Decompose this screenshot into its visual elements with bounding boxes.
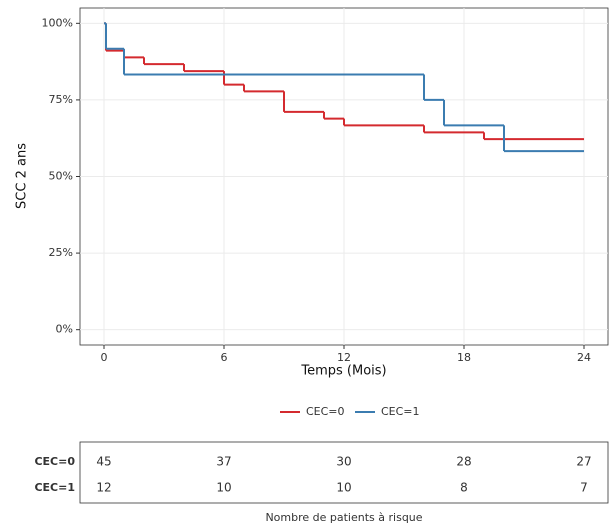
legend-label: CEC=1 (381, 405, 420, 418)
risk-value: 7 (580, 481, 588, 495)
y-tick-label: 0% (56, 323, 73, 336)
x-tick-label: 12 (337, 351, 351, 364)
x-axis-title: Temps (Mois) (300, 364, 386, 379)
risk-row-label: CEC=1 (34, 481, 75, 494)
y-tick-label: 25% (49, 246, 73, 259)
risk-value: 10 (216, 481, 231, 495)
y-tick-label: 100% (42, 16, 73, 29)
y-axis-title: SCC 2 ans (15, 143, 30, 209)
risk-value: 28 (456, 455, 471, 469)
y-tick-label: 75% (49, 93, 73, 106)
risk-value: 27 (576, 455, 591, 469)
risk-table-title: Nombre de patients à risque (265, 511, 422, 524)
risk-value: 37 (216, 455, 231, 469)
risk-value: 12 (96, 481, 111, 495)
legend-label: CEC=0 (306, 405, 345, 418)
y-tick-label: 50% (49, 170, 73, 183)
risk-value: 10 (336, 481, 351, 495)
risk-row-label: CEC=0 (34, 455, 75, 468)
risk-value: 45 (96, 455, 111, 469)
x-tick-label: 0 (101, 351, 108, 364)
risk-value: 30 (336, 455, 351, 469)
x-tick-label: 24 (577, 351, 591, 364)
risk-value: 8 (460, 481, 468, 495)
risk-table-box (79, 441, 609, 504)
x-tick-label: 6 (221, 351, 228, 364)
x-tick-label: 18 (457, 351, 471, 364)
